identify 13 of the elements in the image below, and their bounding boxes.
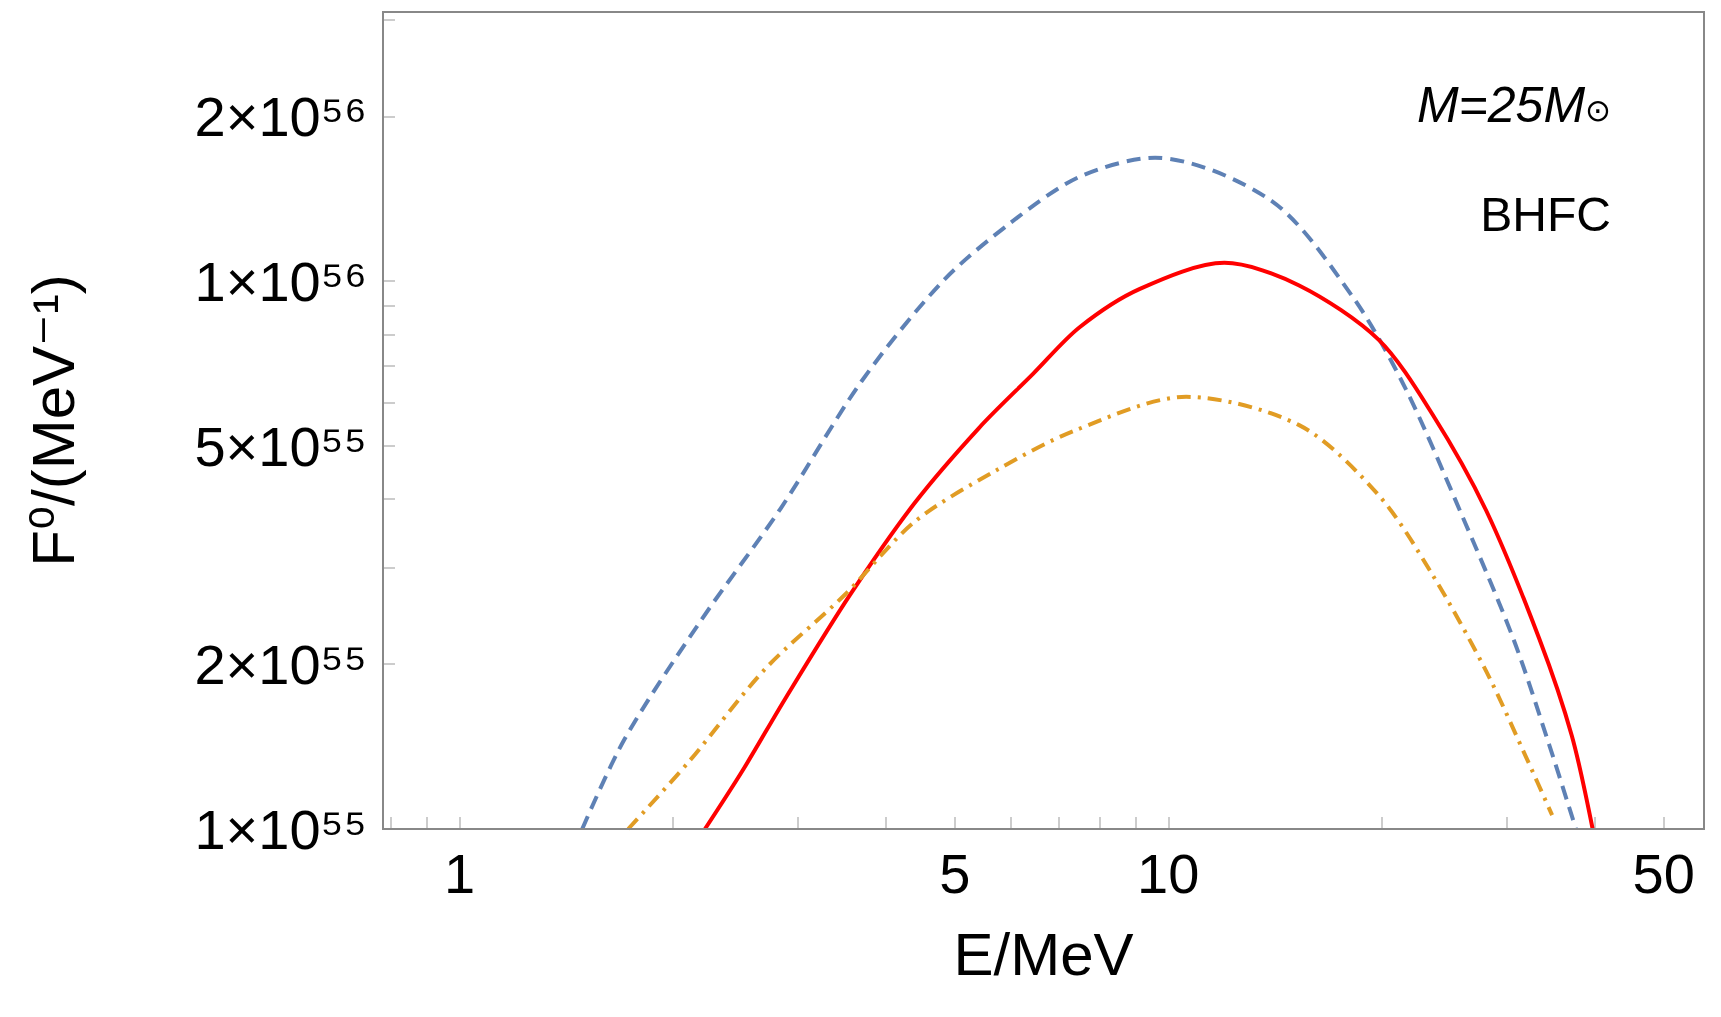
- annotation: M=25M⊙: [1416, 77, 1612, 133]
- y-tick-label: 2×10⁵⁶: [194, 84, 367, 148]
- y-axis-title: F⁰/(MeV⁻¹): [19, 274, 87, 567]
- x-tick-label: 1: [443, 841, 476, 905]
- x-tick-label: 50: [1632, 841, 1695, 905]
- y-tick-label: 1×10⁵⁶: [194, 249, 367, 313]
- x-tick-label: 10: [1137, 841, 1200, 905]
- x-tick-label: 5: [939, 841, 971, 905]
- annotation: BHFC: [1480, 187, 1612, 241]
- y-tick-label: 5×10⁵⁵: [194, 414, 367, 478]
- y-tick-label: 1×10⁵⁵: [194, 797, 367, 861]
- y-tick-label: 2×10⁵⁵: [194, 632, 367, 696]
- x-axis-title: E/MeV: [953, 920, 1134, 988]
